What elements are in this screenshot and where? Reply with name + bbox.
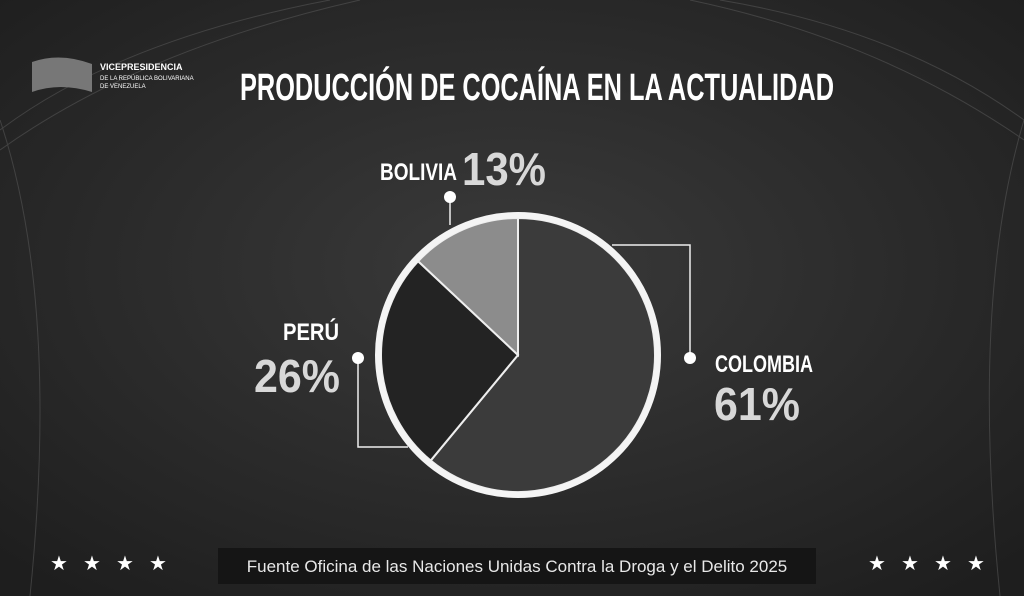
source: Fuente Oficina de las Naciones Unidas Co… [247,557,788,576]
value-label: 13% [462,143,546,195]
svg-text:★: ★ [934,553,952,575]
svg-text:★: ★ [149,553,167,575]
pie-slice [429,216,656,493]
pie-slice [416,216,519,358]
chart-title: PRODUCCIÓN DE COCAÍNA EN LA ACTUALIDAD [240,65,834,109]
source-box [218,548,816,584]
category-label: BOLIVIA [380,159,457,186]
value-label: 26% [254,350,340,402]
svg-text:★: ★ [83,553,101,575]
svg-text:★: ★ [901,553,919,575]
svg-text:★: ★ [967,553,985,575]
flag [32,57,92,92]
category-label: COLOMBIA [715,351,813,378]
category-label: PERÚ [283,318,339,346]
pie [380,216,656,493]
logo-text: DE VENEZUELA [100,84,146,90]
svg-text:★: ★ [50,553,68,575]
logo: VICEPRESIDENCIA DE LA REPÚBLICA BOLIVARI… [32,57,194,92]
logo-text: VICEPRESIDENCIA [100,62,183,72]
pie-slice [380,259,520,462]
pie-ring [375,212,661,498]
value-label: 61% [714,378,800,430]
logo-text: DE LA REPÚBLICA BOLIVARIANA [100,75,194,82]
leader-dots [352,191,696,364]
svg-text:★: ★ [116,553,134,575]
stars: ★ ★ ★ ★ ★ ★ ★ ★ [50,553,985,575]
svg-text:★: ★ [868,553,886,575]
